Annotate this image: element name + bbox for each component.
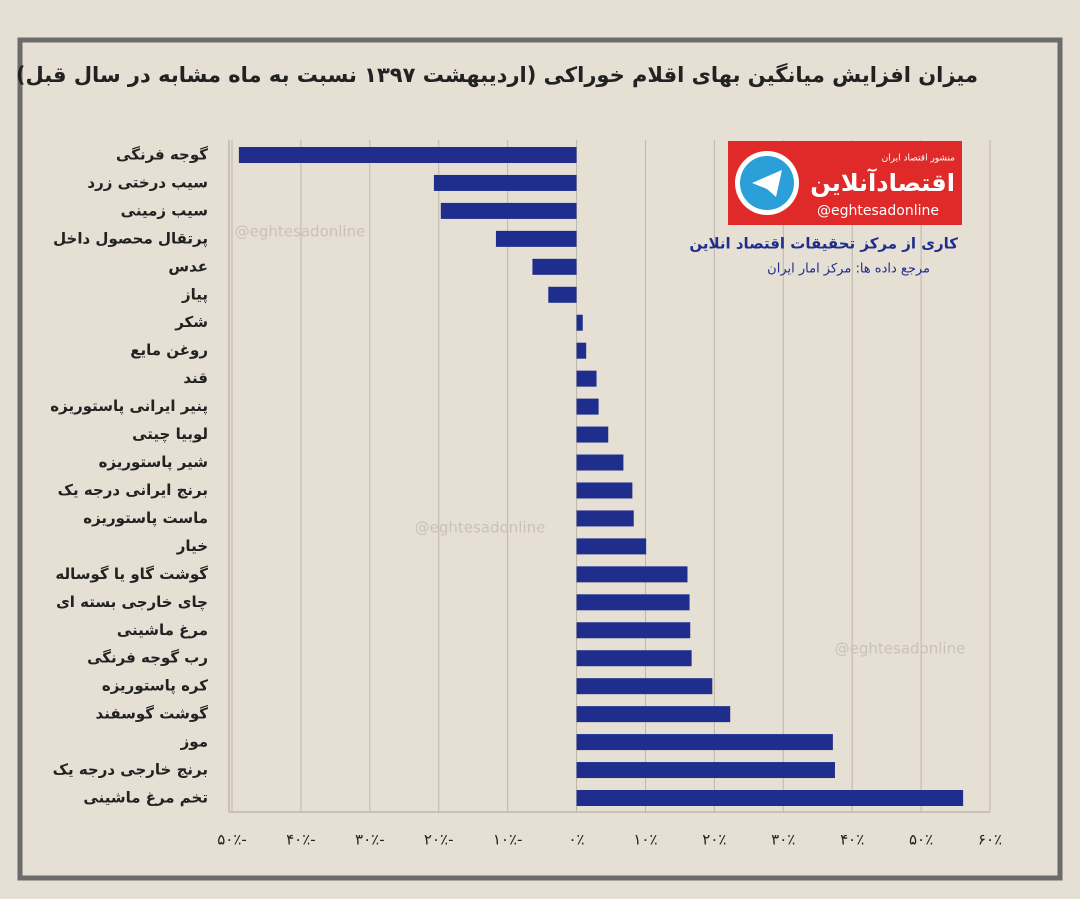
y-tick-label: برنج ایرانی درجه یک <box>58 481 208 499</box>
x-tick-label: -۱۰٪ <box>493 831 523 849</box>
x-tick-label: ۱۰٪ <box>633 831 657 849</box>
y-tick-label: روغن مایع <box>130 341 208 359</box>
y-tick-label: سیب درختی زرد <box>87 173 208 191</box>
bar <box>433 174 577 191</box>
y-tick-label: موز <box>180 733 208 751</box>
bar <box>576 454 624 471</box>
logo: منشور اقتصاد ایران اقتصادآنلاین @eghtesa… <box>728 141 962 225</box>
bar <box>576 678 713 695</box>
logo-tagline: منشور اقتصاد ایران <box>882 154 956 164</box>
watermark: @eghtesadonline <box>415 519 546 537</box>
frame <box>17 37 1063 881</box>
y-tick-label: سیب زمینی <box>121 201 208 219</box>
x-tick-label: ۰٪ <box>568 831 584 849</box>
bar <box>576 398 599 415</box>
logo-name: اقتصادآنلاین <box>810 168 955 197</box>
x-tick-label: ۳۰٪ <box>771 831 795 849</box>
bar <box>548 286 577 303</box>
y-tick-label: برنج خارجی درجه یک <box>53 761 208 779</box>
watermark: @eghtesadonline <box>235 223 366 241</box>
bar <box>576 650 692 667</box>
bar <box>576 790 964 806</box>
logo-handle: @eghtesadonline <box>817 203 939 219</box>
y-tick-label: کره پاستوریزه <box>102 677 208 696</box>
y-tick-label: ماست پاستوریزه <box>83 509 208 528</box>
y-tick-label: پرتقال محصول داخل <box>53 229 208 248</box>
x-tick-label: -۵۰٪ <box>217 831 247 849</box>
bar <box>576 734 833 751</box>
y-tick-label: گوجه فرنگی <box>116 146 208 164</box>
x-tick-label: -۲۰٪ <box>424 831 454 849</box>
y-tick-label: چای خارجی بسته ای <box>56 593 208 612</box>
bar <box>576 314 583 331</box>
y-tick-label: گوشت گوسفند <box>96 705 209 723</box>
y-tick-label: شیر پاستوریزه <box>99 453 208 472</box>
logo-icon <box>752 170 782 197</box>
y-tick-label: گوشت گاو یا گوساله <box>55 565 208 583</box>
y-tick-label: مرغ ماشینی <box>117 621 208 639</box>
bar <box>576 762 835 779</box>
y-tick-label: خیار <box>176 537 208 555</box>
bar <box>576 566 688 583</box>
y-tick-label: پنیر ایرانی پاستوریزه <box>50 397 208 416</box>
y-tick-label: عدس <box>168 257 208 275</box>
bar <box>576 538 647 555</box>
x-tick-label: -۳۰٪ <box>355 831 385 849</box>
y-tick-label: لوبیا چیتی <box>132 425 208 444</box>
y-tick-label: تخم مرغ ماشینی <box>83 789 208 807</box>
bar <box>532 258 577 275</box>
bar <box>576 594 690 611</box>
credit: کاری از مرکز تحقیقات اقتصاد انلاین <box>689 235 958 253</box>
x-tick-label: ۴۰٪ <box>840 831 864 849</box>
bar <box>576 482 633 499</box>
y-tick-label: شکر <box>174 313 208 331</box>
bar <box>576 622 691 639</box>
y-tick-label: رب گوجه فرنگی <box>87 649 208 667</box>
y-tick-label: قند <box>183 369 208 387</box>
x-tick-label: ۶۰٪ <box>978 831 1002 849</box>
x-tick-label: -۴۰٪ <box>286 831 316 849</box>
bar <box>440 202 577 219</box>
bar <box>576 370 597 387</box>
bar <box>495 230 577 247</box>
x-tick-label: ۵۰٪ <box>909 831 933 849</box>
watermark: @eghtesadonline <box>835 640 966 658</box>
x-tick-label: ۲۰٪ <box>702 831 726 849</box>
bar <box>238 147 577 163</box>
source: مرجع داده ها: مرکز امار ایران <box>767 262 930 277</box>
chart-title: میزان افزایش میانگین بهای اقلام خوراکی (… <box>16 62 978 87</box>
y-tick-label: پیاز <box>181 285 208 304</box>
bar <box>576 426 609 443</box>
bar <box>576 706 731 723</box>
bar <box>576 342 587 359</box>
bar <box>576 510 634 527</box>
